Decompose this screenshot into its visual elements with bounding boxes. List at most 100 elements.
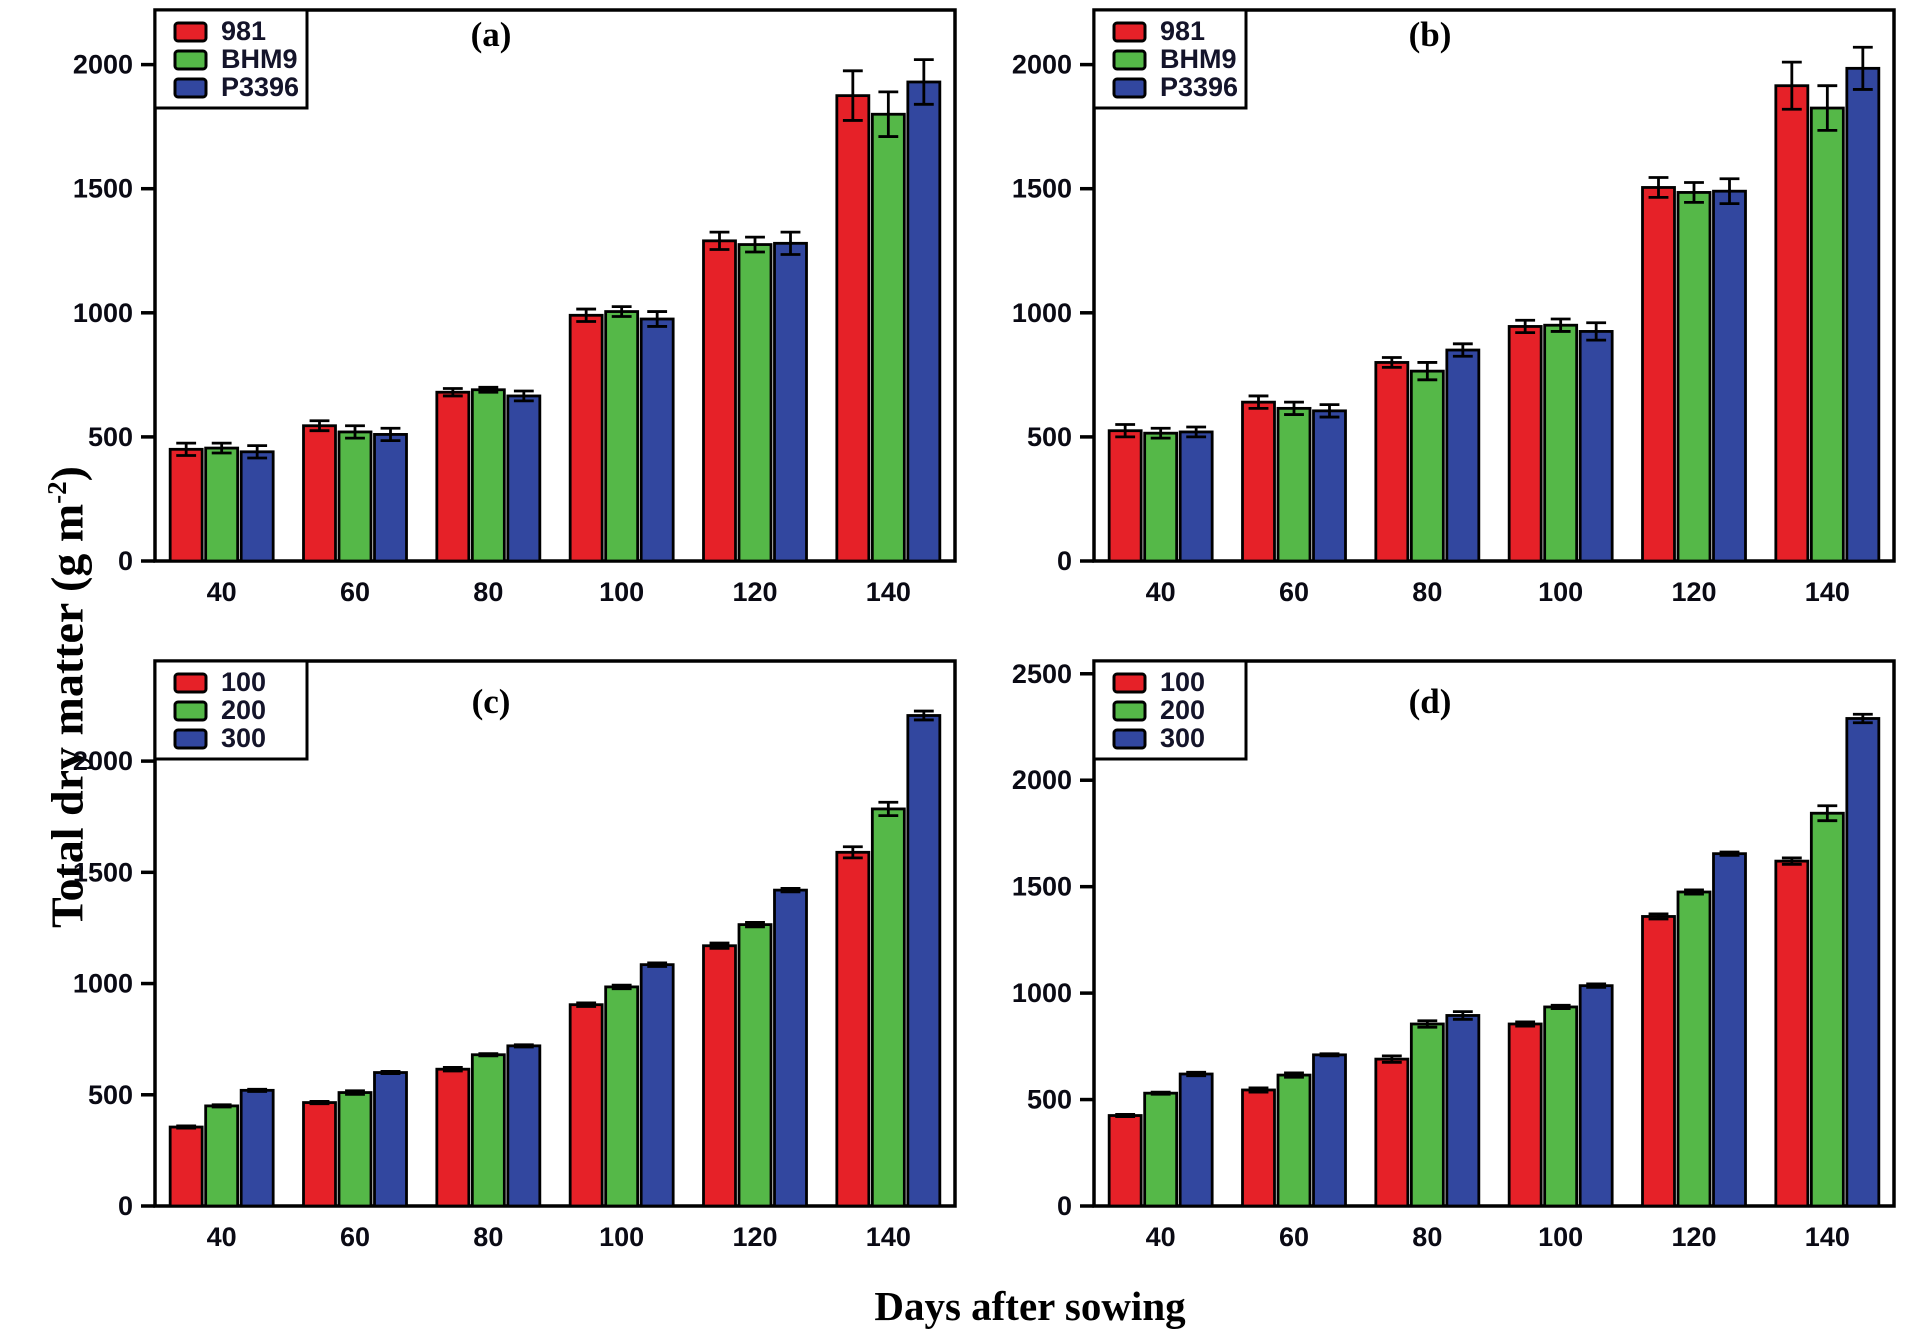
- bar-P3396-100: [1578, 330, 1614, 563]
- bar-200-60: [337, 1091, 373, 1208]
- error-bar: [247, 444, 268, 460]
- bar-100-100: [1507, 1022, 1543, 1208]
- error-bar: [611, 305, 632, 318]
- bar-P3396-40: [1178, 430, 1214, 563]
- panel-letter: (b): [1409, 15, 1452, 54]
- error-bar: [1852, 712, 1873, 725]
- bar-200-100: [604, 985, 640, 1208]
- bar-981-80: [435, 390, 471, 563]
- error-bar: [842, 845, 863, 860]
- y-tick-label: 0: [118, 546, 133, 576]
- error-bar: [1719, 850, 1740, 857]
- legend-label: 100: [221, 667, 266, 697]
- error-bar: [1115, 423, 1136, 439]
- bar-200-120: [1676, 890, 1712, 1208]
- y-tick-label: 1000: [1012, 298, 1072, 328]
- error-bar: [176, 441, 197, 457]
- legend-swatch-P3396: [1112, 77, 1147, 99]
- error-bar: [478, 1052, 499, 1058]
- error-bar: [1248, 394, 1269, 410]
- bar-BHM9-60: [337, 430, 373, 563]
- bar-300-100: [1578, 984, 1614, 1208]
- error-bar: [1817, 804, 1838, 823]
- error-bar: [1817, 84, 1838, 132]
- error-bar: [1586, 982, 1607, 989]
- x-tick-label: 60: [340, 1222, 370, 1252]
- error-bar: [211, 441, 232, 455]
- bar-981-100: [568, 313, 604, 563]
- x-tick-label: 100: [599, 577, 644, 607]
- bar-BHM9-40: [1143, 431, 1179, 563]
- legend-swatch-P3396: [173, 77, 208, 99]
- bar-300-40: [239, 1088, 275, 1208]
- bar-300-100: [639, 963, 675, 1208]
- bar-BHM9-140: [1809, 106, 1845, 563]
- x-tick-label: 100: [599, 1222, 644, 1252]
- bar-P3396-60: [373, 433, 408, 563]
- error-bar: [1515, 1020, 1536, 1028]
- error-bar: [442, 387, 463, 398]
- x-tick-label: 140: [1805, 1222, 1850, 1252]
- bar-100-60: [302, 1101, 337, 1208]
- error-bar: [878, 90, 899, 138]
- y-tick-label: 2000: [73, 746, 133, 776]
- bar-200-40: [1143, 1091, 1179, 1208]
- error-bar: [1186, 1070, 1207, 1078]
- y-tick-label: 1500: [73, 174, 133, 204]
- error-bar: [247, 1087, 268, 1093]
- x-tick-label: 140: [1805, 577, 1850, 607]
- x-tick-label: 120: [1671, 577, 1716, 607]
- legend-label: 200: [1160, 695, 1205, 725]
- y-tick-label: 500: [1027, 422, 1072, 452]
- error-bar: [1719, 177, 1740, 205]
- x-axis-title: Days after sowing: [874, 1283, 1186, 1329]
- bar-100-100: [568, 1003, 604, 1208]
- error-bar: [1319, 403, 1340, 419]
- bar-981-60: [1241, 400, 1276, 563]
- x-tick-label: 120: [732, 577, 777, 607]
- error-bar: [1417, 1019, 1438, 1029]
- bar-BHM9-80: [470, 388, 506, 563]
- error-bar: [1452, 342, 1473, 358]
- legend-swatch-100: [173, 672, 208, 694]
- y-tick-label: 1000: [73, 298, 133, 328]
- bar-200-140: [1809, 811, 1845, 1208]
- bar-300-120: [1712, 852, 1747, 1208]
- legend-label: 200: [221, 695, 266, 725]
- error-bar: [1150, 1090, 1171, 1096]
- x-tick-label: 40: [207, 577, 237, 607]
- bar-BHM9-40: [204, 446, 240, 563]
- x-tick-label: 100: [1538, 1222, 1583, 1252]
- bar-P3396-40: [239, 450, 275, 563]
- x-tick-label: 80: [473, 577, 503, 607]
- legend-swatch-BHM9: [173, 49, 208, 71]
- bar-981-60: [302, 424, 337, 563]
- bar-BHM9-140: [870, 112, 906, 563]
- legend-swatch-300: [1112, 728, 1147, 750]
- x-tick-label: 140: [866, 1222, 911, 1252]
- bar-100-40: [168, 1125, 204, 1208]
- legend-swatch-981: [1112, 21, 1147, 43]
- error-bar: [1781, 60, 1802, 111]
- bar-100-120: [1641, 915, 1676, 1208]
- legend-label: BHM9: [221, 44, 298, 74]
- error-bar: [1284, 400, 1304, 416]
- bar-P3396-120: [773, 241, 808, 563]
- error-bar: [1781, 856, 1802, 866]
- legend-swatch-200: [173, 700, 208, 722]
- error-bar: [878, 800, 899, 818]
- legend-label: 981: [221, 16, 266, 46]
- x-tick-label: 40: [207, 1222, 237, 1252]
- error-bar: [345, 1089, 365, 1096]
- error-bar: [709, 941, 730, 950]
- bar-BHM9-100: [1543, 323, 1579, 563]
- error-bar: [913, 709, 934, 722]
- x-tick-label: 140: [866, 577, 911, 607]
- error-bar: [913, 58, 934, 106]
- bar-BHM9-120: [1676, 191, 1712, 563]
- x-tick-label: 80: [1412, 1222, 1442, 1252]
